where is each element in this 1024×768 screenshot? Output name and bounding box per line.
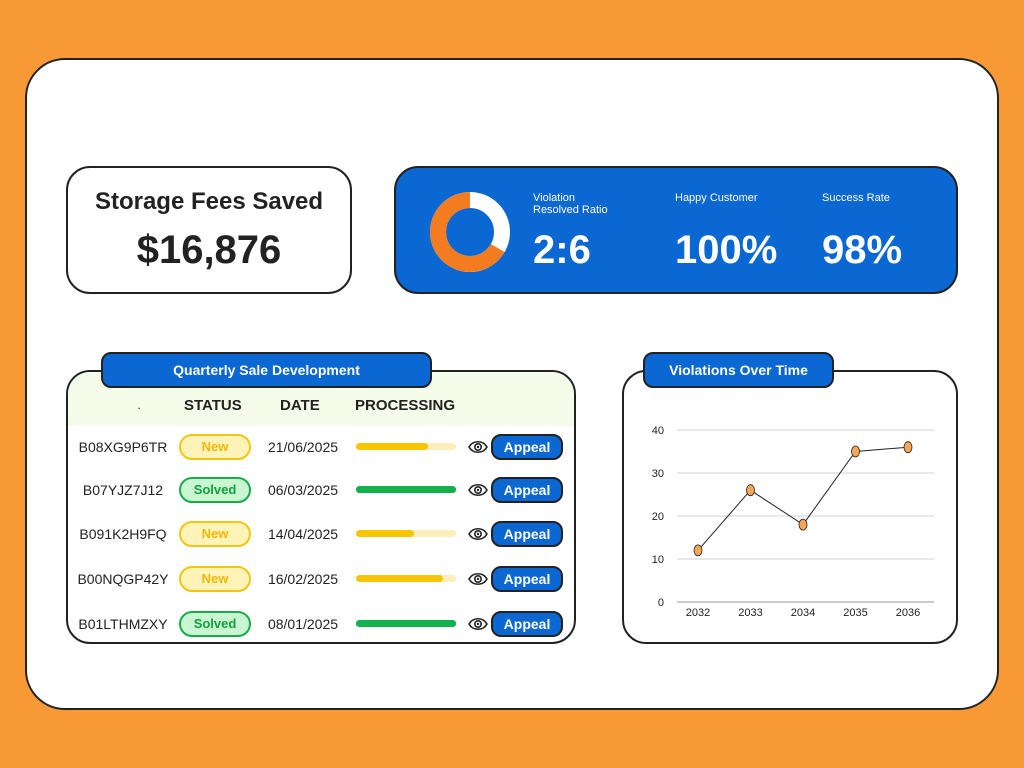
stat-happy-customer-label: Happy Customer [675, 192, 758, 204]
y-tick-label: 0 [658, 597, 664, 609]
stat-resolved-ratio-value: 2:6 [533, 228, 591, 272]
appeal-button[interactable]: Appeal [491, 566, 563, 592]
stat-happy-customer: Happy Customer 100% [675, 192, 777, 272]
eye-icon[interactable] [468, 481, 488, 499]
status-badge: New [179, 434, 251, 460]
table-row: B00NQGP42Y New 16/02/2025 Appeal [68, 560, 574, 604]
status-badge: Solved [179, 477, 251, 503]
x-tick-label: 2036 [896, 607, 920, 619]
x-tick-label: 2035 [843, 607, 867, 619]
row-id: B07YJZ7J12 [82, 482, 164, 498]
data-point [798, 518, 808, 531]
header-status: STATUS [184, 397, 242, 414]
status-badge: New [179, 521, 251, 547]
row-date: 21/06/2025 [267, 439, 339, 455]
processing-bar-fill [356, 530, 414, 537]
appeal-button[interactable]: Appeal [491, 477, 563, 503]
quarterly-sale-table: . STATUS DATE PROCESSING B08XG9P6TR New 21… [66, 370, 576, 644]
data-point [903, 441, 913, 454]
row-date: 16/02/2025 [267, 571, 339, 587]
status-badge: Solved [179, 611, 251, 637]
processing-bar-fill [356, 443, 428, 450]
x-tick-label: 2034 [791, 607, 815, 619]
status-badge: New [179, 566, 251, 592]
row-date: 14/04/2025 [267, 526, 339, 542]
stat-success-rate-value: 98% [822, 228, 903, 272]
stat-happy-customer-value: 100% [675, 228, 778, 272]
storage-fees-title: Storage Fees Saved [94, 188, 324, 215]
table-row: B01LTHMZXY Solved 08/01/2025 Appeal [68, 605, 574, 642]
table-row: B08XG9P6TR New 21/06/2025 Appeal [68, 428, 574, 472]
eye-icon[interactable] [468, 570, 488, 588]
violations-line-chart: 0 10 20 30 40 2032 2033 2034 2035 2036 [652, 425, 934, 619]
header-processing: PROCESSING [355, 397, 456, 414]
series-line [697, 446, 909, 551]
header-id: . [138, 402, 141, 411]
table-row: B07YJZ7J12 Solved 06/03/2025 Appeal [68, 471, 574, 515]
row-id: B00NQGP42Y [77, 571, 169, 587]
processing-bar [356, 443, 456, 450]
eye-icon[interactable] [468, 615, 488, 633]
x-tick-label: 2033 [738, 607, 762, 619]
resolved-ratio-donut [430, 192, 510, 272]
stat-success-rate-label: Success Rate [822, 192, 890, 204]
violations-chart-card [622, 370, 958, 644]
y-tick-label: 40 [652, 425, 664, 437]
stats-card: Violation Resolved Ratio 2:6 Happy Custo… [394, 166, 958, 294]
data-point [851, 445, 860, 458]
processing-bar [356, 530, 456, 537]
processing-bar [356, 575, 456, 582]
appeal-button[interactable]: Appeal [491, 434, 563, 460]
data-point [693, 544, 703, 557]
row-id: B01LTHMZXY [78, 616, 168, 632]
eye-icon[interactable] [468, 438, 488, 456]
y-tick-label: 10 [652, 554, 664, 566]
y-tick-label: 20 [652, 511, 664, 523]
stat-resolved-ratio-label: Violation Resolved Ratio [533, 192, 608, 216]
row-id: B091K2H9FQ [79, 526, 167, 542]
appeal-button[interactable]: Appeal [491, 611, 563, 637]
storage-fees-value: $16,876 [136, 228, 282, 272]
table-row: B091K2H9FQ New 14/04/2025 Appeal [68, 515, 574, 559]
header-date: DATE [280, 397, 320, 414]
stat-success-rate: Success Rate 98% [822, 192, 922, 272]
processing-bar-fill [356, 575, 443, 582]
violations-chart-title: Violations Over Time [643, 352, 834, 388]
row-id: B08XG9P6TR [78, 439, 168, 455]
row-date: 06/03/2025 [267, 482, 339, 498]
storage-fees-card: Storage Fees Saved $16,876 [66, 166, 352, 294]
eye-icon[interactable] [468, 525, 488, 543]
processing-bar-fill [356, 620, 456, 627]
x-tick-label: 2032 [686, 607, 710, 619]
donut-main-arc [430, 192, 510, 272]
y-tick-label: 30 [652, 468, 664, 480]
processing-bar [356, 620, 456, 627]
appeal-button[interactable]: Appeal [491, 521, 563, 547]
stat-resolved-ratio: Violation Resolved Ratio 2:6 [533, 192, 633, 272]
data-point [746, 484, 755, 497]
processing-bar-fill [356, 486, 456, 493]
row-date: 08/01/2025 [267, 616, 339, 632]
quarterly-sale-title: Quarterly Sale Development [101, 352, 432, 388]
processing-bar [356, 486, 456, 493]
